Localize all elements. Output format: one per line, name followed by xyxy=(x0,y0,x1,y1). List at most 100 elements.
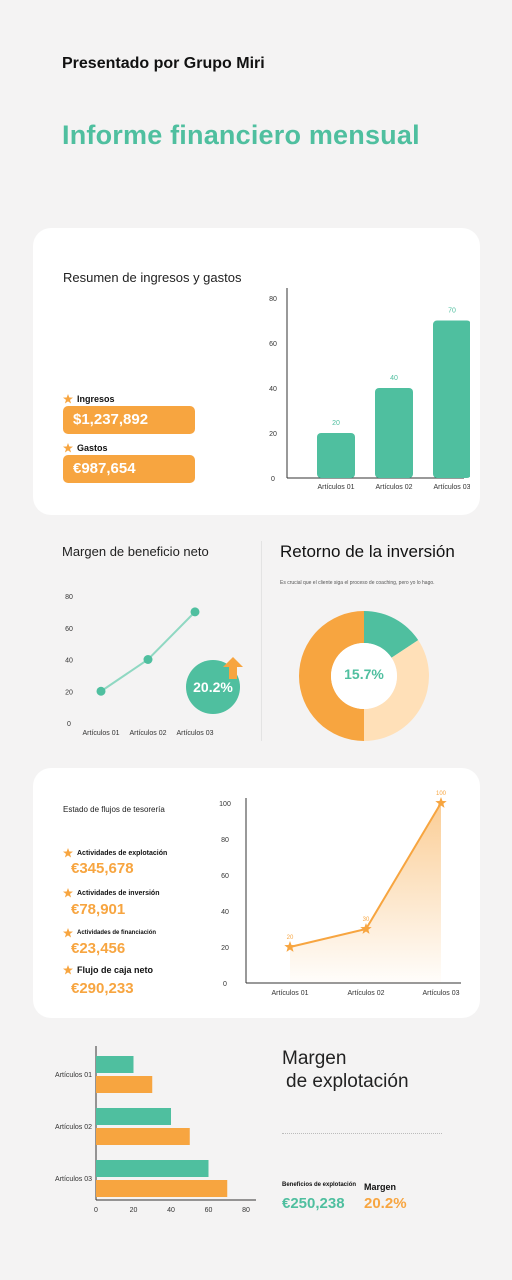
page-title: Informe financiero mensual xyxy=(62,120,420,150)
operating-title: Margen de explotación xyxy=(282,1047,409,1093)
section-divider xyxy=(261,541,262,741)
series-line xyxy=(100,611,196,693)
star-icon xyxy=(63,928,73,938)
y-tick-label: 40 xyxy=(221,909,229,916)
y-tick-label: Artículos 02 xyxy=(55,1124,92,1131)
y-tick-label: 80 xyxy=(65,594,73,601)
star-icon xyxy=(63,394,73,404)
ingresos-label: Ingresos xyxy=(77,394,115,404)
cash-item-label: Actividades de financiación xyxy=(63,928,156,938)
star-icon xyxy=(63,888,73,898)
operating-hbar-chart: 0 20 40 60 80 Artículos 01 Artículos 02 Artícul… xyxy=(55,1046,256,1214)
profit-label: Beneficios de explotación xyxy=(282,1182,357,1188)
data-label: 20 xyxy=(287,935,294,941)
area-fill xyxy=(290,803,441,983)
x-tick-label: Artículos 01 xyxy=(83,730,120,737)
x-tick-label: Artículos 02 xyxy=(376,484,413,491)
y-tick-label: 0 xyxy=(67,721,71,728)
y-tick-label: 40 xyxy=(65,658,73,665)
data-label: 40 xyxy=(390,375,398,382)
data-label: 100 xyxy=(436,791,447,797)
y-tick-label: 80 xyxy=(269,296,277,303)
x-tick-label: Artículos 03 xyxy=(423,990,460,997)
cash-item-label: Flujo de caja neto xyxy=(63,965,153,975)
roi-donut-chart xyxy=(299,611,429,741)
x-tick-label: Artículos 03 xyxy=(177,730,214,737)
income-summary-title: Resumen de ingresos y gastos xyxy=(63,270,242,285)
y-tick-label: 100 xyxy=(219,801,231,808)
y-tick-label: 20 xyxy=(65,689,73,696)
y-tick-label: 60 xyxy=(269,341,277,348)
cash-item-label-text: Actividades de explotación xyxy=(77,849,168,857)
income-bar-chart: 0 20 40 60 80 20 Artículos 01 40 Artículos 02 70 A… xyxy=(269,288,470,491)
margin-value: 20.2% xyxy=(364,1195,407,1212)
roi-center-value: 15.7% xyxy=(344,666,384,682)
star-icon xyxy=(63,848,73,858)
star-icon xyxy=(63,965,73,975)
x-tick-label: Artículos 01 xyxy=(272,990,309,997)
y-tick-label: 80 xyxy=(221,837,229,844)
up-arrow-icon xyxy=(223,657,243,679)
y-tick-label: 0 xyxy=(223,981,227,988)
data-point xyxy=(96,686,106,696)
cash-item-label-text: Actividades de financiación xyxy=(77,930,157,936)
y-tick-label: 40 xyxy=(269,386,277,393)
x-tick-label: Artículos 02 xyxy=(130,730,167,737)
donut-slice xyxy=(364,640,429,741)
x-tick-label: 0 xyxy=(94,1207,98,1214)
x-tick-label: Artículos 03 xyxy=(434,484,470,491)
roi-title: Retorno de la inversión xyxy=(280,542,455,561)
x-tick-label: Artículos 02 xyxy=(348,990,385,997)
data-point xyxy=(143,655,153,664)
star-icon xyxy=(63,443,73,453)
x-tick-label: Artículos 01 xyxy=(318,484,355,491)
donut-slice xyxy=(364,611,419,658)
bar xyxy=(96,1128,190,1145)
y-tick-label: 60 xyxy=(65,626,73,633)
data-point xyxy=(190,607,200,617)
x-tick-label: 20 xyxy=(130,1207,138,1214)
data-label: 30 xyxy=(363,917,370,923)
divider-line xyxy=(282,1133,442,1134)
operating-title-line1: Margen xyxy=(282,1048,347,1069)
x-tick-label: 80 xyxy=(242,1207,250,1214)
net-margin-badge-value: 20.2% xyxy=(193,679,233,695)
cash-item-value: €345,678 xyxy=(71,860,134,877)
gastos-legend: Gastos xyxy=(63,443,108,453)
gastos-label: Gastos xyxy=(77,443,108,453)
cash-item-label-text: Flujo de caja neto xyxy=(77,965,154,975)
bar xyxy=(96,1160,209,1177)
x-tick-label: 60 xyxy=(205,1207,213,1214)
x-tick-label: 40 xyxy=(167,1207,175,1214)
bar xyxy=(96,1056,134,1073)
cash-flow-area-chart: 0 20 40 60 80 100 20 Artículos 01 30 Artículos 02… xyxy=(219,791,461,997)
cash-flow-title: Estado de flujos de tesorería xyxy=(63,805,165,814)
profit-value: €250,238 xyxy=(282,1195,345,1212)
net-margin-line-chart: 0 20 40 60 80 Artículos 01 Artículos 02 Artícul… xyxy=(65,594,214,737)
cash-item-value: €290,233 xyxy=(71,980,134,997)
cash-item-label: Actividades de inversión xyxy=(63,888,159,898)
donut-hole xyxy=(331,643,397,709)
cash-flow-card: Estado de flujos de tesorería Actividade… xyxy=(33,768,480,1018)
bar xyxy=(96,1108,171,1125)
margin-label: Margen xyxy=(364,1182,397,1192)
gastos-value: €987,654 xyxy=(63,455,195,483)
data-label: 70 xyxy=(448,308,456,315)
y-tick-label: 20 xyxy=(269,431,277,438)
cash-item-value: €23,456 xyxy=(71,940,126,957)
cash-item-label: Actividades de explotación xyxy=(63,848,167,858)
donut-slice xyxy=(299,611,364,741)
y-tick-label: Artículos 01 xyxy=(55,1072,92,1079)
bar xyxy=(317,433,355,478)
cash-item-label-text: Actividades de inversión xyxy=(77,889,160,897)
bar xyxy=(96,1180,228,1197)
operating-title-line2: de explotación xyxy=(286,1071,409,1092)
roi-subtitle: Es crucial que el cliente siga el proces… xyxy=(280,580,435,586)
data-point xyxy=(360,923,372,934)
y-tick-label: Artículos 03 xyxy=(55,1176,92,1183)
bar xyxy=(96,1076,153,1093)
y-tick-label: 60 xyxy=(221,873,229,880)
data-point xyxy=(435,797,447,808)
presenter-text: Presentado por Grupo Miri xyxy=(62,55,265,72)
income-summary-card: Resumen de ingresos y gastos Ingresos $1… xyxy=(33,228,480,515)
